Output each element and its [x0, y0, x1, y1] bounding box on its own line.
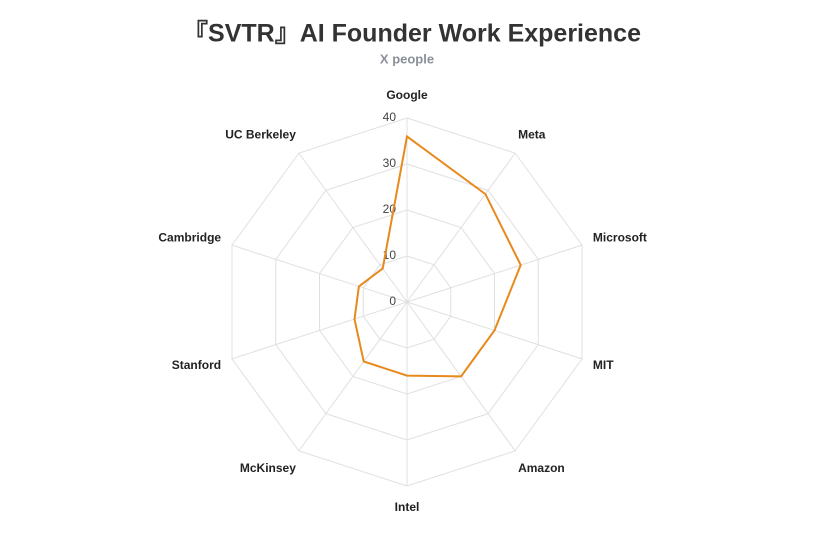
axis-label: Stanford [172, 358, 221, 372]
series-line [353, 134, 522, 378]
tick-label: 30 [383, 156, 397, 170]
axis-line [231, 244, 408, 303]
axis-line [298, 301, 408, 452]
axis-line [406, 244, 583, 303]
axis-label: Microsoft [593, 231, 647, 245]
axis-label: McKinsey [240, 461, 296, 475]
axis-line [298, 152, 408, 303]
tick-label: 0 [389, 294, 396, 308]
tick-label: 40 [383, 110, 397, 124]
axis-label: Google [386, 88, 428, 102]
axis-label: Meta [518, 128, 546, 142]
axis-label: Amazon [518, 461, 565, 475]
axis-label: Cambridge [158, 231, 221, 245]
axis-line [231, 301, 408, 360]
axis-line [406, 152, 516, 303]
axis-label: MIT [593, 358, 614, 372]
axis-label: UC Berkeley [225, 128, 296, 142]
axis-label: Intel [395, 500, 420, 514]
chart-title: 『SVTR』AI Founder Work Experience [183, 19, 641, 48]
chart-subtitle: X people [380, 51, 434, 66]
